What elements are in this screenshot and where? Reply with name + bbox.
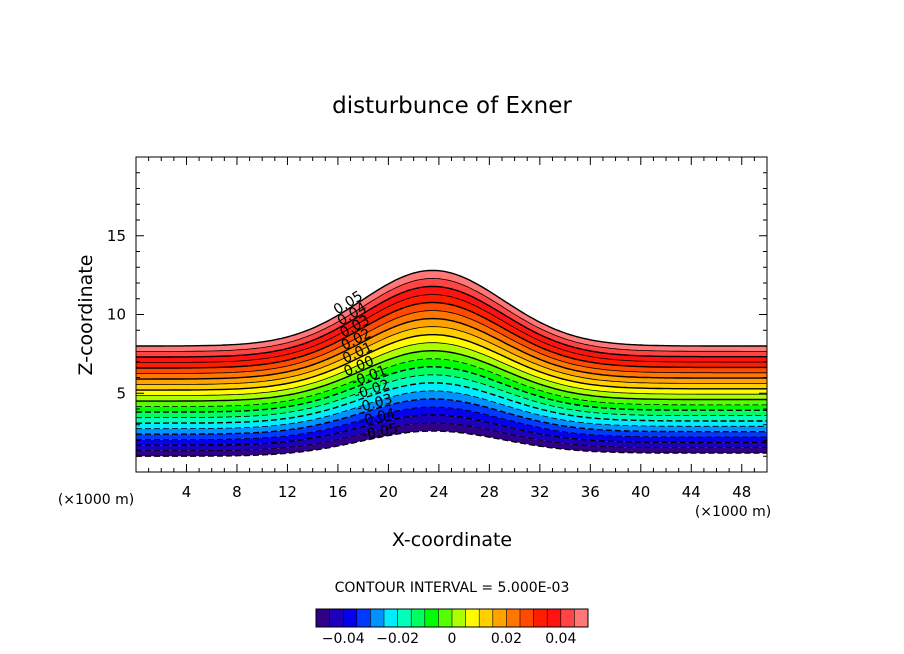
colorbar-swatch [492,609,507,627]
contour-label: -0.05 [361,421,400,444]
x-tick-label: 20 [379,483,398,501]
x-tick-label: 8 [232,483,242,501]
contour-line [136,326,767,385]
x-tick-label: 32 [530,483,549,501]
colorbar-swatch [343,609,358,627]
colorbar-swatch [316,609,331,627]
colorbar-swatch [356,609,371,627]
y-axis: 5 10 15 [107,156,767,473]
contour-line [136,317,767,380]
x-tick-label: 12 [278,483,297,501]
contour-line [136,277,767,352]
colorbar-swatch [465,609,480,627]
contour-line [136,430,767,457]
x-axis: 4 8 12 16 20 24 28 32 36 40 44 48 [135,157,768,501]
colorbar-swatch [547,609,562,627]
x-tick-label: 48 [732,483,751,501]
colorbar-swatch [574,609,589,627]
y-tick-label: 15 [107,227,126,245]
colorbar-swatch [329,609,344,627]
colorbar-swatch [506,609,521,627]
x-axis-unit: (×1000 m) [695,504,771,520]
contour-band [136,334,767,396]
chart-title: disturbunce of Exner [332,93,572,119]
contour-interval-text: CONTOUR INTERVAL = 5.000E-03 [335,580,570,596]
colorbar-swatch [411,609,426,627]
colorbar-swatch [397,609,412,627]
colorbar-swatch [438,609,453,627]
colorbar-swatch [533,609,548,627]
colorbar-frame [315,608,589,628]
contour-line [136,406,767,441]
y-tick-label: 10 [107,306,126,324]
contour-line [136,349,767,402]
contour-band [136,423,767,457]
contour-line [136,414,767,446]
x-tick-label: 4 [182,483,192,501]
contour-lines [136,269,767,457]
x-tick-label: 28 [480,483,499,501]
contour-line [136,398,767,435]
colorbar-swatch [452,609,467,627]
x-tick-label: 44 [682,483,701,501]
colorbar-tick-label: 0 [448,631,457,647]
contour-line [136,285,767,358]
contour-band [136,407,767,446]
y-tick-label: 5 [116,384,126,402]
colorbar-tick-label: −0.02 [376,631,419,647]
x-tick-label: 40 [631,483,650,501]
y-axis-label: Z-coordinate [75,255,97,376]
colorbar-tick-label: 0.02 [491,631,522,647]
contour-line [136,382,767,424]
y-axis-unit: (×1000 m) [58,492,134,508]
x-tick-label: 16 [328,483,347,501]
colorbar-swatch [424,609,439,627]
colorbar-swatch [520,609,535,627]
colorbar-tick-label: −0.04 [322,631,365,647]
x-axis-label: X-coordinate [392,529,512,551]
contour-labels: 0.050.040.030.020.010.00-0.01-0.02-0.03-… [331,288,399,443]
contour-line [136,301,767,369]
colorbar-swatch [384,609,399,627]
contour-band [136,342,767,402]
contour-line [136,269,767,347]
colorbar-swatch [479,609,494,627]
contour-line [136,342,767,396]
contour-band [136,374,767,424]
contour-line [136,310,767,374]
x-tick-label: 36 [581,483,600,501]
contour-line [136,334,767,391]
colorbar-swatch [560,609,575,627]
colorbar: −0.04 −0.02 0 0.02 0.04 [315,608,589,647]
contour-line [136,294,767,363]
x-tick-label: 24 [429,483,448,501]
contour-line [136,390,767,430]
colorbar-tick-label: 0.04 [545,631,576,647]
contour-line [136,422,767,452]
contour-line [136,374,767,419]
colorbar-swatch [370,609,385,627]
